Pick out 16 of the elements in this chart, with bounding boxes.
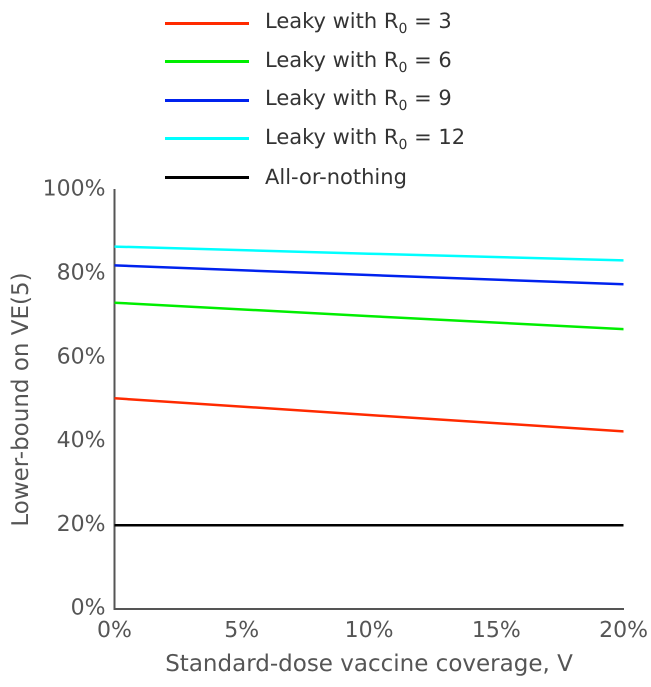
y-axis-title: Lower-bound on VE(5) xyxy=(8,272,34,527)
legend-label: Leaky with R$_{0}$ = 12 xyxy=(265,124,466,153)
y-tick-label: 60% xyxy=(56,344,106,370)
x-tick-label: 10% xyxy=(344,618,394,643)
legend-label: Leaky with R$_{0}$ = 6 xyxy=(265,48,452,76)
legend-label: All-or-nothing xyxy=(265,165,407,190)
y-tick-label: 20% xyxy=(56,512,106,537)
y-tick-label: 100% xyxy=(42,176,106,202)
x-tick-label: 20% xyxy=(599,618,648,643)
legend-label: Leaky with R$_{0}$ = 9 xyxy=(265,86,452,114)
y-tick-label: 40% xyxy=(56,428,106,454)
x-axis-title: Standard-dose vaccine coverage, V xyxy=(165,651,574,678)
legend-label: Leaky with R$_{0}$ = 3 xyxy=(265,9,452,38)
x-tick-label: 15% xyxy=(472,618,521,643)
y-tick-label: 80% xyxy=(56,260,106,286)
x-tick-label: 5% xyxy=(224,618,260,643)
